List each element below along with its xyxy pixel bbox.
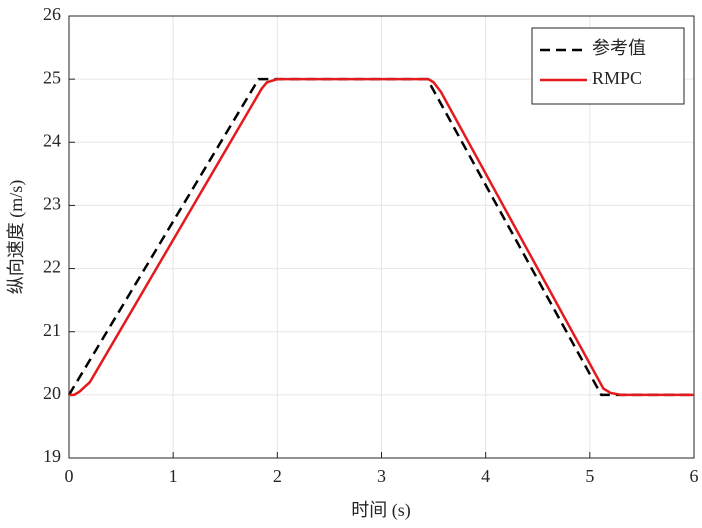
x-tick-label: 3 bbox=[377, 466, 386, 486]
x-tick-label: 5 bbox=[585, 466, 594, 486]
y-tick-label: 25 bbox=[43, 67, 61, 87]
x-tick-label: 0 bbox=[65, 466, 74, 486]
legend-label: 参考值 bbox=[592, 38, 646, 58]
plot-frame bbox=[68, 15, 695, 459]
x-tick-label: 2 bbox=[273, 466, 282, 486]
y-tick-label: 22 bbox=[43, 257, 61, 277]
x-tick-label: 1 bbox=[169, 466, 178, 486]
legend-box bbox=[531, 27, 685, 105]
y-tick-label: 21 bbox=[43, 320, 61, 340]
y-tick-label: 24 bbox=[43, 130, 61, 150]
legend-label: RMPC bbox=[592, 68, 642, 88]
y-tick-label: 23 bbox=[43, 194, 61, 214]
y-tick-label: 20 bbox=[43, 383, 61, 403]
x-tick-label: 4 bbox=[481, 466, 490, 486]
data-line bbox=[69, 77, 694, 397]
y-tick-label: 26 bbox=[43, 4, 61, 24]
y-axis-label: 纵向速度 (m/s) bbox=[6, 180, 27, 295]
x-axis-label: 时间 (s) bbox=[351, 500, 411, 521]
legend: 参考值 RMPC bbox=[531, 27, 685, 105]
y-tick-label: 19 bbox=[43, 446, 61, 466]
x-tick-label: 6 bbox=[690, 466, 699, 486]
